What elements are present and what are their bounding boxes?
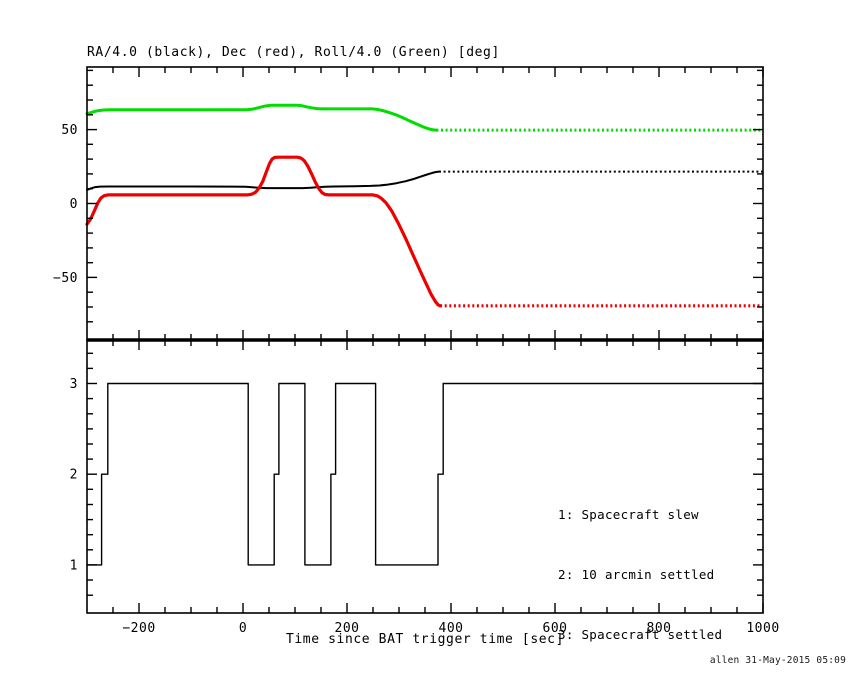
y-tick-label: 0	[70, 197, 78, 212]
y-tick-label: 1	[70, 558, 78, 573]
x-tick-label: −200	[122, 621, 155, 636]
series-ra-4-0-line	[86, 170, 440, 191]
series-state-step-line	[86, 382, 764, 566]
legend-line-slew: 1: Spacecraft slew	[558, 507, 699, 522]
legend-line-settled: 3: Spacecraft settled	[558, 627, 723, 642]
x-tick-label: 400	[439, 621, 464, 636]
series-roll-4-0-line	[85, 103, 438, 132]
watermark-timestamp: allen 31-May-2015 05:09	[709, 655, 846, 666]
x-axis-label: Time since BAT trigger time [sec]	[285, 632, 565, 647]
x-tick-label: 1000	[746, 621, 779, 636]
x-tick-label: 200	[335, 621, 360, 636]
legend-line-10arcmin: 2: 10 arcmin settled	[558, 567, 715, 582]
x-tick-label: 0	[239, 621, 247, 636]
chart-title: RA/4.0 (black), Dec (red), Roll/4.0 (Gre…	[87, 45, 500, 60]
top-panel-frame	[86, 66, 764, 341]
y-tick-label: 50	[61, 123, 78, 138]
y-tick-label: 3	[70, 377, 78, 392]
x-tick-label: 800	[647, 621, 672, 636]
y-tick-label: −50	[53, 271, 78, 286]
state-legend: 1: Spacecraft slew 2: 10 arcmin settled …	[558, 465, 722, 680]
series-dec-line	[85, 155, 442, 308]
x-tick-label: 600	[543, 621, 568, 636]
y-tick-label: 2	[70, 468, 78, 483]
